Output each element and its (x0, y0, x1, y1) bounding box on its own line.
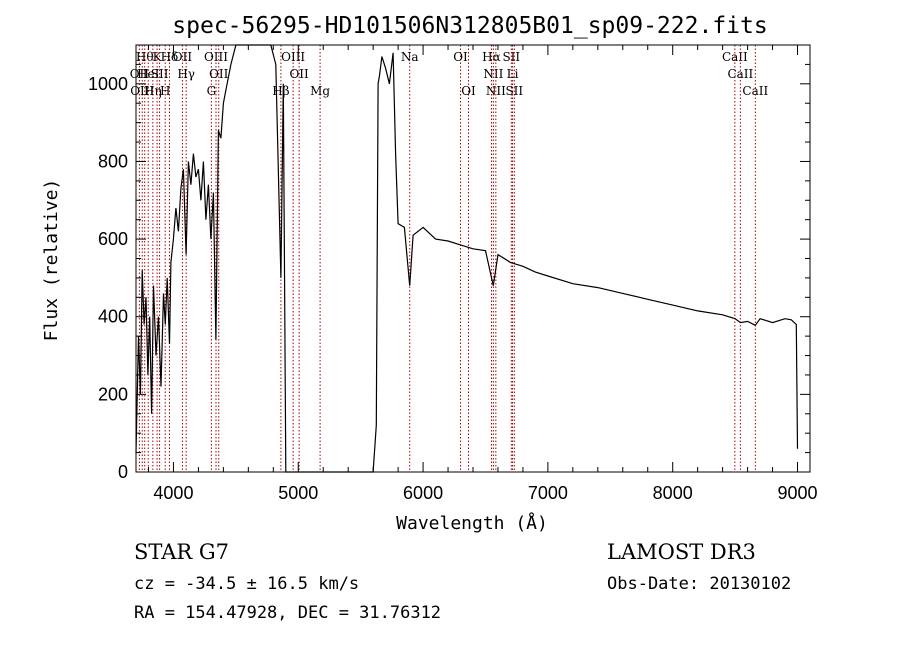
object-class: STAR G7 (134, 540, 230, 564)
survey-name: LAMOST DR3 (607, 540, 756, 564)
line-marker-label: HeI (137, 67, 160, 81)
line-marker-label: OIII (204, 50, 228, 64)
x-tick-label: 7000 (528, 483, 568, 503)
line-marker-label: CaII (727, 67, 753, 81)
line-marker-label: SII (151, 67, 169, 81)
spectral-line-markers: OIIOIIIHθHeIHηKSIIHHδOIIHγGOIIIOIIHβOIII… (130, 45, 768, 472)
plot-axes: 4000 5000 6000 7000 8000 9000 0 200 400 600 800 100… (88, 44, 818, 503)
y-tick-label: 400 (98, 307, 128, 327)
line-marker-label: Hβ (272, 84, 289, 98)
line-marker-label: G (207, 84, 217, 98)
y-axis-label: Flux (relative) (41, 179, 62, 342)
line-marker-label: Mg (310, 84, 330, 98)
line-marker-label: Na (401, 50, 419, 64)
line-marker-label: Hα (482, 50, 501, 64)
spectrum-line (135, 44, 799, 473)
sky-coordinates: RA = 154.47928, DEC = 31.76312 (134, 603, 442, 623)
x-axis-label: Wavelength (Å) (396, 512, 548, 534)
x-tick-label: 5000 (278, 483, 318, 503)
line-marker-label: OIII (281, 50, 305, 64)
line-marker-label: OII (173, 50, 193, 64)
plot-frame (135, 44, 811, 473)
x-tick-label: 9000 (777, 483, 817, 503)
line-marker-label: OI (461, 84, 476, 98)
x-tick-label: 4000 (153, 483, 193, 503)
line-marker-label: K (153, 50, 163, 64)
y-tick-label: 1000 (88, 74, 128, 94)
line-marker-label: Hγ (177, 67, 195, 81)
line-marker-label: Li (507, 67, 519, 81)
x-tick-label: 6000 (403, 483, 443, 503)
line-marker-label: OI (453, 50, 468, 64)
line-marker-label: SII (505, 84, 523, 98)
line-marker-label: CaII (742, 84, 768, 98)
line-marker-label: NII (486, 84, 506, 98)
line-marker-label: OII (209, 67, 229, 81)
line-marker-label: CaII (722, 50, 748, 64)
y-tick-label: 800 (98, 151, 128, 171)
y-tick-label: 0 (118, 462, 128, 482)
spectrum-series (135, 44, 799, 473)
y-tick-label: 600 (98, 229, 128, 249)
line-marker-label: Hθ (136, 50, 154, 64)
line-marker-label: H (160, 84, 170, 98)
redshift-velocity: cz = -34.5 ± 16.5 km/s (134, 574, 360, 594)
x-tick-label: 8000 (653, 483, 693, 503)
y-tick-label: 200 (98, 384, 128, 404)
chart-title: spec-56295-HD101506N312805B01_sp09-222.f… (172, 13, 767, 39)
line-marker-label: NII (483, 67, 503, 81)
line-marker-label: SII (502, 50, 520, 64)
observation-date: Obs-Date: 20130102 (607, 574, 792, 594)
line-marker-label: OII (289, 67, 309, 81)
